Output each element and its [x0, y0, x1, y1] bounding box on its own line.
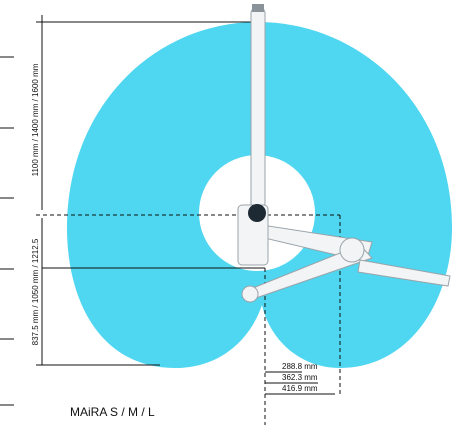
left-ticks — [0, 56, 14, 406]
base-heights: 837.5 mm / 1050 mm / 1212.5 — [31, 238, 40, 345]
dimension-lines — [36, 15, 341, 425]
model-label: MAiRA S / M / L — [70, 405, 155, 419]
offset: 288.8 mm — [282, 362, 318, 371]
reach-heights: 1100 mm / 1400 mm / 1600 mm — [31, 63, 40, 176]
offset: 362.3 mm — [282, 373, 318, 382]
offset: 416.9 mm — [282, 384, 318, 393]
robot-arm — [237, 4, 451, 303]
